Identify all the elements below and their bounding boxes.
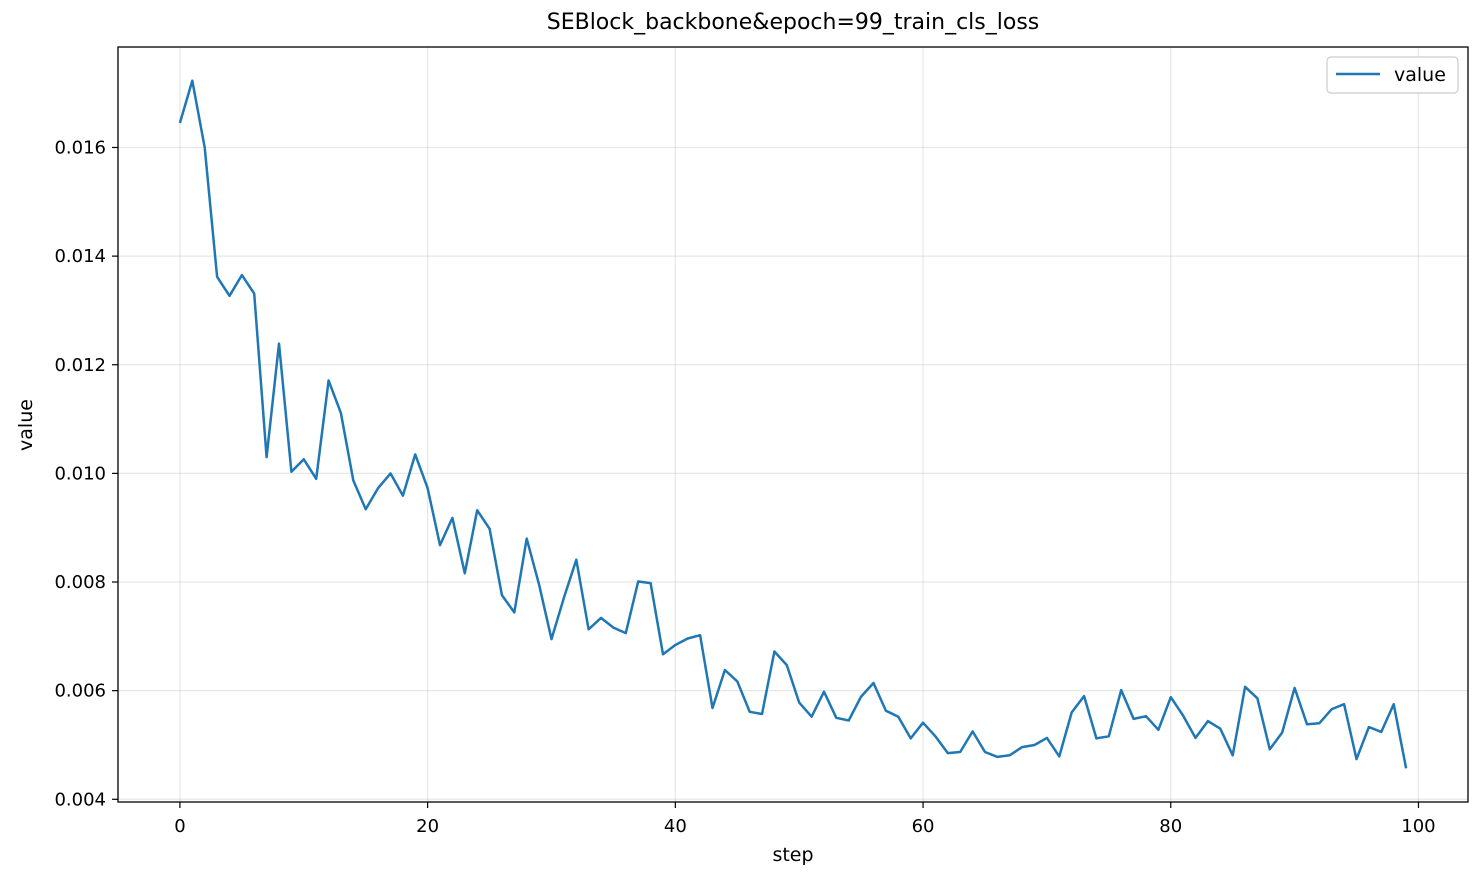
gridlines <box>118 47 1468 802</box>
y-tick-label: 0.014 <box>54 246 106 267</box>
y-tick-label: 0.010 <box>54 463 106 484</box>
series-line-value <box>178 79 1408 769</box>
x-tick-label: 20 <box>416 816 439 837</box>
series-layer <box>178 79 1408 769</box>
x-tick-label: 100 <box>1401 816 1435 837</box>
y-tick-label: 0.016 <box>54 137 106 158</box>
x-tick-label: 40 <box>664 816 687 837</box>
y-tick-label: 0.012 <box>54 355 106 376</box>
axis-ticks: 0 20 40 60 80 100 0.004 0.006 0.008 0.010 0.012 0.0… <box>54 137 1435 837</box>
x-tick-label: 0 <box>174 816 185 837</box>
y-tick-label: 0.008 <box>54 572 106 593</box>
plot-frame <box>117 46 1469 803</box>
y-tick-label: 0.004 <box>54 789 106 810</box>
x-tick-label: 60 <box>912 816 935 837</box>
legend-label: value <box>1394 64 1446 86</box>
legend-box <box>1326 56 1459 94</box>
x-axis-label: step <box>772 844 813 866</box>
legend: value <box>1326 56 1459 94</box>
chart-title: SEBlock_backbone&epoch=99_train_cls_loss <box>546 10 1040 35</box>
x-tick-label: 80 <box>1159 816 1182 837</box>
y-tick-label: 0.006 <box>54 681 106 702</box>
y-axis-label: value <box>15 399 37 451</box>
